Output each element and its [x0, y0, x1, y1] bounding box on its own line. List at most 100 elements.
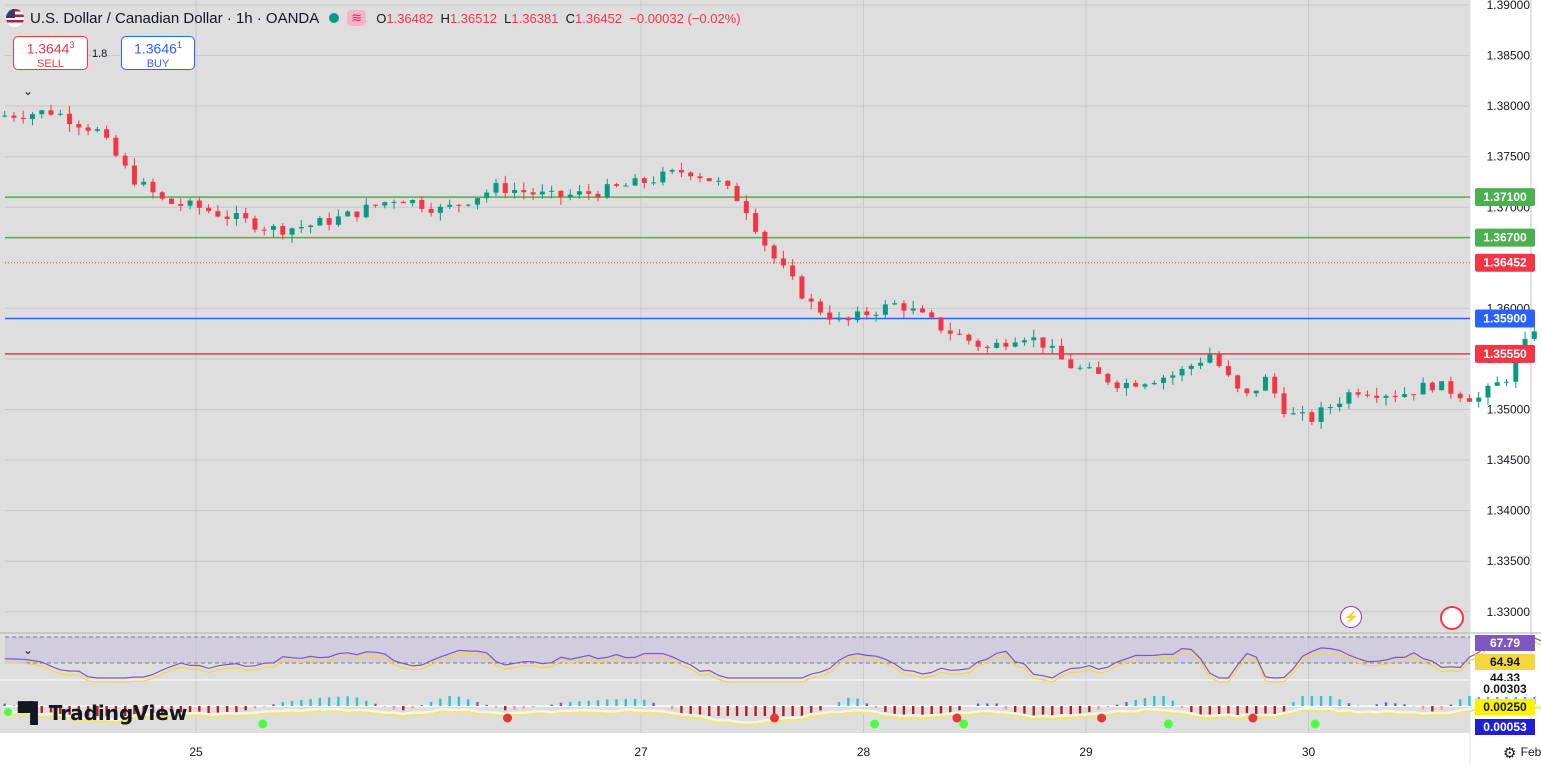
- lightning-icon[interactable]: ⚡: [1340, 606, 1362, 628]
- macd-cross-up-dot: [870, 719, 880, 729]
- candle-body: [1337, 403, 1343, 408]
- market-open-icon: [329, 13, 340, 23]
- candle-body: [382, 202, 388, 206]
- candle-body: [76, 124, 82, 128]
- macd-histogram-bar: [1041, 706, 1045, 716]
- symbol-title[interactable]: U.S. Dollar / Canadian Dollar · 1h · OAN…: [30, 9, 320, 27]
- macd-histogram-bar: [606, 699, 609, 706]
- candle-body: [1235, 375, 1241, 389]
- macd-cross-down-dot: [503, 713, 512, 723]
- macd-histogram-bar: [253, 706, 257, 709]
- macd-histogram-bar: [346, 696, 349, 706]
- macd-histogram-bar: [652, 702, 655, 706]
- macd-histogram-bar: [1088, 706, 1091, 713]
- last-price-tag: [1475, 253, 1535, 272]
- macd-histogram-bar: [958, 706, 961, 711]
- y-tick-label: 1.38000: [1487, 99, 1531, 113]
- candle-body: [484, 192, 490, 199]
- y-tick-label: 1.34500: [1487, 453, 1531, 467]
- candle-body: [1040, 337, 1046, 348]
- x-tick-label: 30: [1302, 745, 1316, 759]
- macd-histogram-bar: [392, 706, 396, 710]
- candle-body: [1123, 382, 1129, 389]
- candle-body: [456, 204, 462, 206]
- macd-histogram-bar: [643, 699, 646, 706]
- macd-histogram-bar: [1264, 706, 1267, 716]
- macd-histogram-bar: [1338, 699, 1341, 706]
- indicator-chevron-icon[interactable]: ⌄: [23, 643, 34, 657]
- macd-histogram-bar: [3, 703, 6, 706]
- macd-histogram-bar: [754, 706, 757, 716]
- macd-histogram-bar: [439, 698, 442, 706]
- macd-tag: [1475, 719, 1535, 735]
- macd-histogram-bar: [244, 706, 247, 711]
- rsi-ma-line: [4, 641, 1541, 683]
- candle-body: [669, 170, 675, 172]
- macd-legend-dot: [4, 708, 12, 716]
- candle-body: [1049, 345, 1055, 348]
- macd-histogram-bar: [272, 704, 275, 706]
- macd-histogram-bar: [1217, 706, 1221, 716]
- macd-histogram-bar: [504, 706, 507, 711]
- macd-histogram-bar: [1329, 696, 1332, 706]
- candle-body: [1179, 368, 1185, 376]
- macd-histogram-bar: [77, 706, 81, 716]
- macd-histogram-bar: [1004, 706, 1008, 710]
- candle-body: [1272, 376, 1278, 394]
- candle-body: [289, 228, 295, 235]
- tradingview-logo[interactable]: ▀▌ TradingView: [18, 701, 188, 725]
- buy-button[interactable]: 1.36461 BUY: [121, 36, 195, 70]
- macd-histogram-bar: [68, 706, 71, 716]
- candle-body: [1133, 382, 1139, 387]
- rsi-tag: [1475, 635, 1535, 651]
- macd-histogram-bar: [559, 702, 563, 706]
- macd-cross-down-dot: [952, 713, 962, 723]
- candle-body: [817, 301, 823, 313]
- macd-histogram-bar: [263, 706, 266, 707]
- candle-body: [1411, 394, 1417, 396]
- macd-histogram-bar: [161, 706, 164, 715]
- rsi-band: [5, 637, 1470, 663]
- candle-body: [1318, 407, 1324, 422]
- candle-body: [521, 190, 527, 193]
- candle-body: [864, 311, 870, 316]
- macd-histogram-bar: [365, 700, 368, 706]
- macd-histogram-bar: [429, 701, 433, 706]
- candle-body: [1021, 340, 1027, 343]
- x-tick-label: Feb: [1521, 745, 1541, 759]
- candle-body: [1253, 390, 1259, 394]
- macd-histogram-bar: [986, 703, 989, 706]
- macd-histogram-bar: [1051, 706, 1054, 716]
- settings-gear-icon[interactable]: ⚙: [1503, 745, 1517, 762]
- candle-body: [1531, 331, 1537, 339]
- y-tick-label: 1.33500: [1487, 554, 1531, 568]
- time-axis: 25 27 28 29 30 Feb: [189, 745, 1541, 759]
- macd-signal-line: [4, 703, 1541, 726]
- candle-body: [345, 211, 351, 217]
- us-flag-event-icon[interactable]: [1440, 606, 1464, 630]
- candle-body: [271, 226, 277, 230]
- candle-body: [1392, 395, 1398, 398]
- wave-icon[interactable]: ≋: [347, 10, 367, 26]
- candle-body: [512, 190, 518, 193]
- candle-body: [1402, 394, 1408, 398]
- sell-button[interactable]: 1.36443 SELL: [13, 36, 88, 70]
- macd-histogram-bar: [624, 699, 627, 706]
- macd-histogram-bar: [188, 706, 192, 713]
- macd-histogram-bar: [225, 706, 229, 714]
- macd-histogram-bar: [939, 706, 943, 716]
- macd-histogram-bar: [847, 697, 850, 706]
- candle-body: [224, 216, 230, 219]
- rsi-tag-label: 67.79: [1490, 636, 1520, 650]
- candle-body: [428, 208, 434, 213]
- candle-body: [1420, 382, 1426, 395]
- macd-histogram-bar: [337, 696, 340, 706]
- macd-histogram-bar: [1115, 704, 1119, 706]
- candle-body: [808, 298, 814, 302]
- macd-histogram-bar: [1458, 699, 1462, 706]
- collapse-chevron-icon[interactable]: ⌄: [23, 84, 34, 98]
- macd-histogram-bar: [374, 703, 377, 706]
- macd-histogram-bar: [207, 706, 210, 714]
- macd-histogram-bar: [745, 706, 748, 716]
